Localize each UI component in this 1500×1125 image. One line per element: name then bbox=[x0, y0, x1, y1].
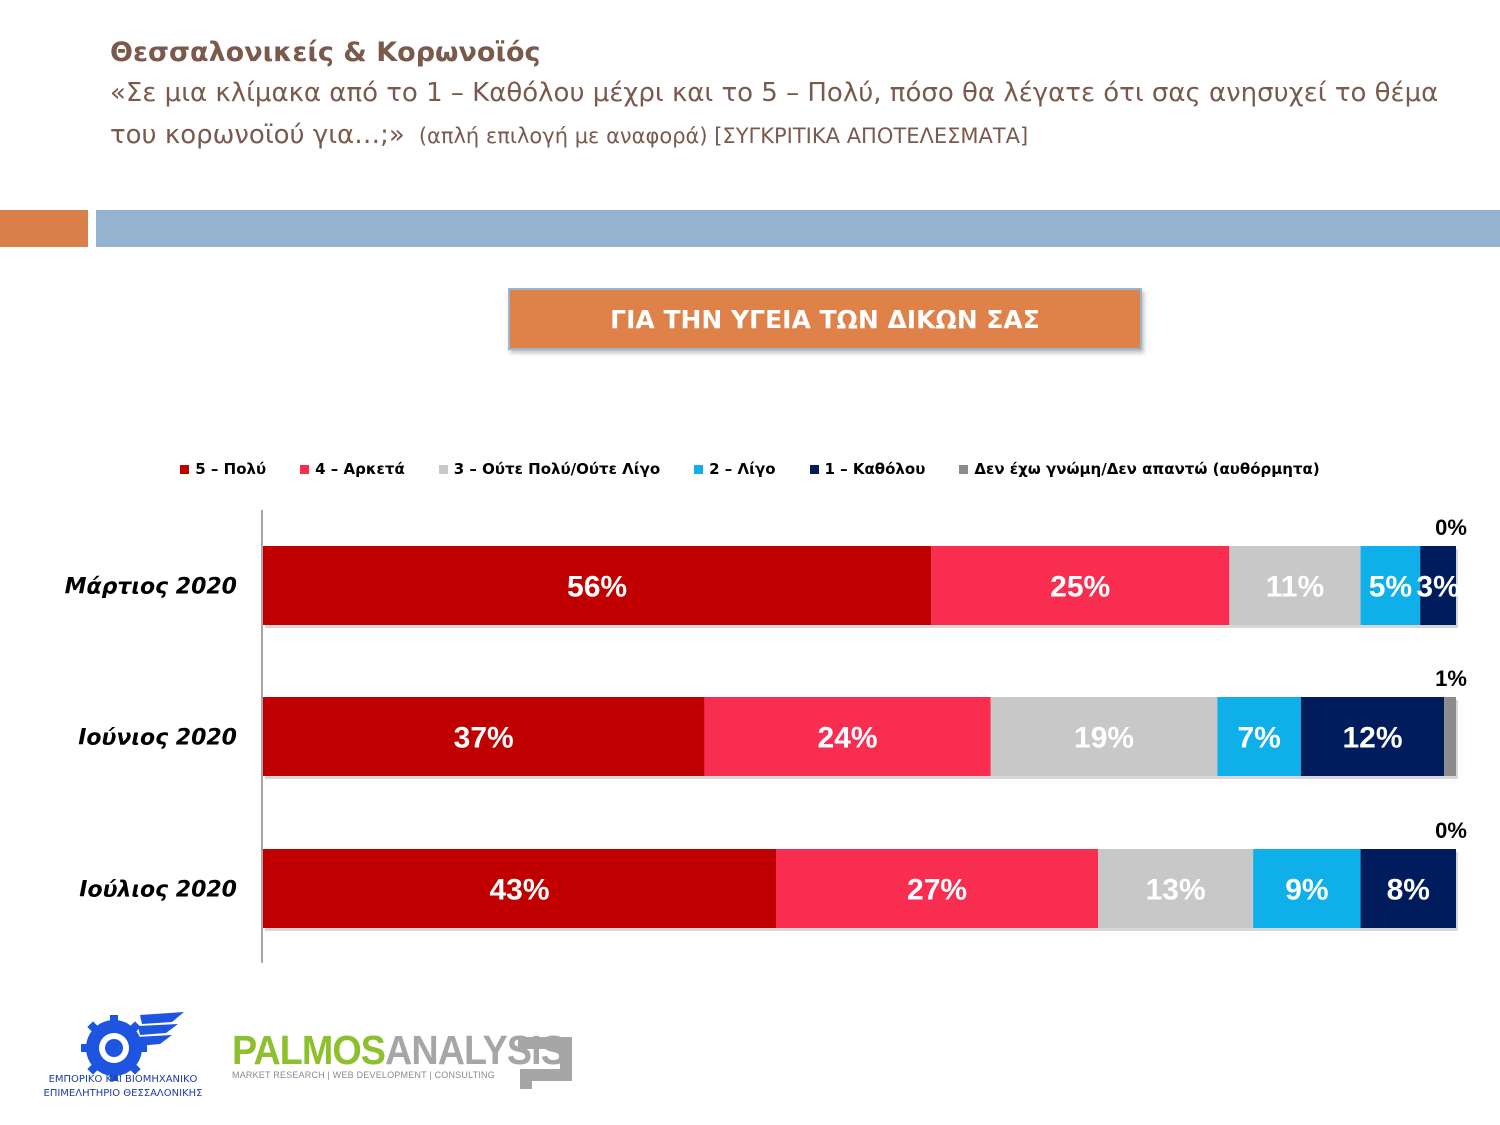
legend-item: 2 – Λίγο bbox=[694, 458, 776, 480]
question-note: (απλή επιλογή με αναφορά) [ΣΥΓΚΡΙΤΙΚΑ ΑΠ… bbox=[418, 124, 1029, 148]
palmos-logo: PALMOSANALYSIS MARKET RESEARCH | WEB DEV… bbox=[232, 1027, 594, 1081]
data-label: 24% bbox=[818, 722, 878, 755]
chamber-logo bbox=[81, 1012, 184, 1081]
bar-segment bbox=[1420, 546, 1456, 625]
bar-segment bbox=[1098, 849, 1254, 928]
legend-item: 4 – Αρκετά bbox=[300, 458, 405, 480]
data-label: 11% bbox=[1266, 571, 1324, 604]
chart-legend: 5 – Πολύ 4 – Αρκετά 3 – Ούτε Πολύ/Ούτε Λίγ… bbox=[0, 458, 1500, 480]
bar-segment bbox=[1229, 546, 1361, 625]
legend-swatch bbox=[809, 464, 819, 474]
accent-bar-orange bbox=[0, 210, 88, 247]
bar-segment bbox=[704, 697, 991, 776]
header: Θεσσαλονικείς & Κορωνοϊός «Σε μια κλίμακ… bbox=[110, 34, 1490, 157]
data-label: 0% bbox=[1435, 515, 1467, 540]
data-label: 9% bbox=[1285, 874, 1328, 907]
data-label: 27% bbox=[907, 874, 967, 907]
data-label: 8% bbox=[1387, 874, 1430, 907]
legend-label: 5 – Πολύ bbox=[195, 460, 267, 478]
data-label: 25% bbox=[1050, 571, 1110, 604]
bar-segment bbox=[1253, 849, 1361, 928]
data-label: 19% bbox=[1074, 722, 1134, 755]
palmos-tagline: MARKET RESEARCH | WEB DEVELOPMENT | CONS… bbox=[232, 1070, 495, 1080]
survey-question: «Σε μια κλίμακα από το 1 – Καθόλου μέχρι… bbox=[110, 72, 1490, 157]
bar-segment bbox=[1360, 546, 1421, 625]
page-title: Θεσσαλονικείς & Κορωνοϊός bbox=[110, 37, 541, 68]
legend-item: Δεν έχω γνώμη/Δεν απαντώ (αυθόρμητα) bbox=[959, 458, 1320, 480]
data-label: 1% bbox=[1435, 666, 1467, 691]
bar-segment bbox=[775, 849, 1099, 928]
legend-swatch bbox=[959, 464, 969, 474]
question-text: «Σε μια κλίμακα από το 1 – Καθόλου μέχρι… bbox=[110, 78, 1439, 150]
legend-label: Δεν έχω γνώμη/Δεν απαντώ (αυθόρμητα) bbox=[974, 460, 1320, 478]
bar-segment bbox=[990, 697, 1218, 776]
data-label: 3% bbox=[1416, 571, 1459, 604]
data-label: 13% bbox=[1146, 874, 1206, 907]
palmos-wordmark: PALMOSANALYSIS bbox=[232, 1027, 566, 1073]
category-label: Ιούνιος 2020 bbox=[78, 726, 237, 751]
legend-item: 5 – Πολύ bbox=[180, 458, 266, 480]
palmos-wordmark-b: ANALYSIS bbox=[385, 1027, 566, 1073]
bar-segment bbox=[1360, 849, 1456, 928]
bar-segment bbox=[1444, 697, 1456, 776]
gear-wing-icon bbox=[81, 1012, 184, 1081]
legend-swatch bbox=[180, 464, 190, 474]
legend-label: 1 – Καθόλου bbox=[824, 460, 926, 478]
chamber-name: ΕΜΠΟΡΙΚΟ ΚΑΙ ΒΙΟΜΗΧΑΝΙΚΟ ΕΠΙΜΕΛΗΤΗΡΙΟ ΘΕ… bbox=[18, 1073, 228, 1101]
square-bracket-icon bbox=[518, 1037, 572, 1089]
bar-segment bbox=[263, 546, 932, 625]
legend-item: 1 – Καθόλου bbox=[809, 458, 926, 480]
data-label: 5% bbox=[1369, 571, 1412, 604]
legend-swatch bbox=[438, 464, 448, 474]
bar-segment bbox=[263, 849, 776, 928]
data-label: 12% bbox=[1342, 722, 1402, 755]
legend-label: 3 – Ούτε Πολύ/Ούτε Λίγο bbox=[453, 460, 661, 478]
bar-segment bbox=[263, 697, 705, 776]
legend-swatch bbox=[300, 464, 310, 474]
legend-label: 2 – Λίγο bbox=[709, 460, 776, 478]
data-label: 7% bbox=[1237, 722, 1280, 755]
chamber-name-line1: ΕΜΠΟΡΙΚΟ ΚΑΙ ΒΙΟΜΗΧΑΝΙΚΟ bbox=[48, 1074, 198, 1085]
stacked-bar-chart: Μάρτιος 2020 56% 25% 11% 5% 3% 0% Ιούνιος 2020 3… bbox=[65, 510, 1467, 963]
legend-swatch bbox=[694, 464, 704, 474]
legend-label: 4 – Αρκετά bbox=[315, 460, 405, 478]
chart-section-label: ΓΙΑ ΤΗΝ ΥΓΕΙΑ ΤΩΝ ΔΙΚΩΝ ΣΑΣ bbox=[508, 288, 1142, 350]
data-label: 43% bbox=[489, 874, 549, 907]
category-label: Ιούλιος 2020 bbox=[79, 878, 237, 903]
data-label: 56% bbox=[567, 571, 627, 604]
category-label: Μάρτιος 2020 bbox=[65, 575, 237, 600]
data-label: 37% bbox=[454, 722, 514, 755]
palmos-wordmark-a: PALMOS bbox=[232, 1027, 386, 1073]
legend-item: 3 – Ούτε Πολύ/Ούτε Λίγο bbox=[438, 458, 661, 480]
bar-segment bbox=[1300, 697, 1445, 776]
data-label: 0% bbox=[1435, 818, 1467, 843]
bar-segment bbox=[931, 546, 1230, 625]
bar-segment bbox=[1217, 697, 1301, 776]
chamber-name-line2: ΕΠΙΜΕΛΗΤΗΡΙΟ ΘΕΣΣΑΛΟΝΙΚΗΣ bbox=[43, 1088, 203, 1099]
accent-bar-blue bbox=[96, 210, 1500, 247]
